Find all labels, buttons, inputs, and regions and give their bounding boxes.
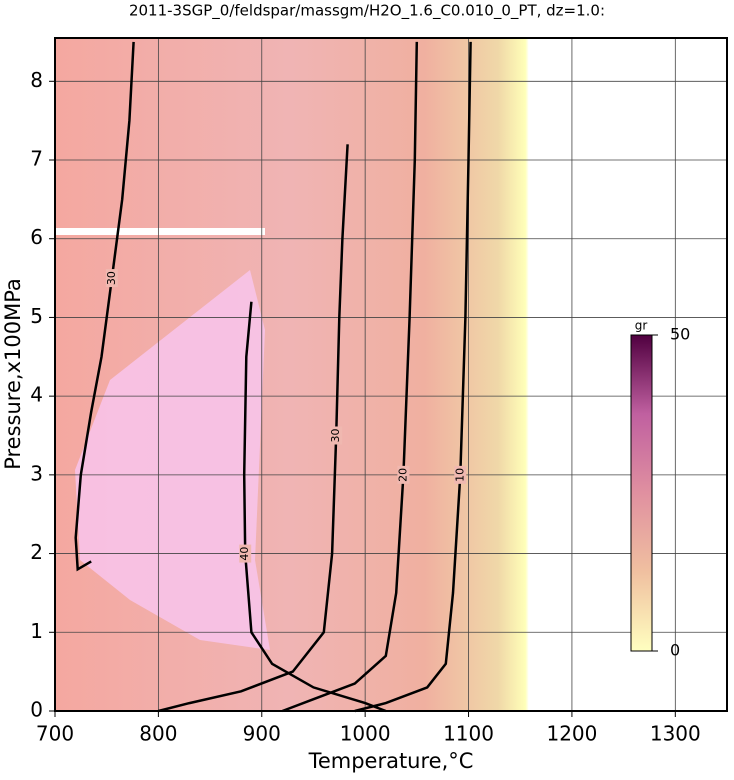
x-tick-label: 1300 [650,722,701,746]
x-tick-label: 700 [36,722,74,746]
contour-label: 30 [105,271,118,285]
field-region [75,270,270,650]
y-tick-label: 2 [30,540,43,564]
colorbar-tick-label: 50 [670,325,690,344]
y-tick-label: 3 [30,461,43,485]
y-axis-label: Pressure,x100MPa [1,278,25,470]
contour-label-bg [239,544,252,563]
y-tick-label: 6 [30,225,43,249]
y-tick-label: 8 [30,68,43,92]
x-tick-label: 900 [243,722,281,746]
contour-label-bg [105,269,118,288]
y-tick-label: 4 [30,383,43,407]
y-tick-label: 7 [30,147,43,171]
contour-label: 30 [329,429,342,443]
contour-label-bg [454,465,467,484]
contour-line [158,144,349,713]
contour-label-bg [330,426,343,445]
contour-line [74,41,135,572]
plot-frame [54,37,728,712]
y-tick-label: 0 [30,698,43,722]
contour-line [242,301,387,713]
contour-label: 10 [453,468,466,482]
contour-label-bg [397,465,410,484]
contour-label: 40 [238,547,251,561]
contour-label: 20 [396,468,409,482]
colorbar-tick-label: 0 [670,641,680,660]
colorbar [630,334,653,652]
y-tick-label: 1 [30,619,43,643]
contour-line [281,41,419,713]
x-axis-label: Temperature,°C [308,749,474,773]
y-tick-label: 5 [30,304,43,328]
chart-title: 2011-3SGP_0/feldspar/massgm/H2O_1.6_C0.0… [129,2,605,21]
colorbar-label: gr [635,319,648,333]
x-tick-label: 1200 [546,722,597,746]
x-tick-label: 1000 [340,722,391,746]
x-tick-label: 1100 [443,722,494,746]
gap [55,228,265,235]
x-tick-label: 800 [139,722,177,746]
contour-line [354,41,472,713]
